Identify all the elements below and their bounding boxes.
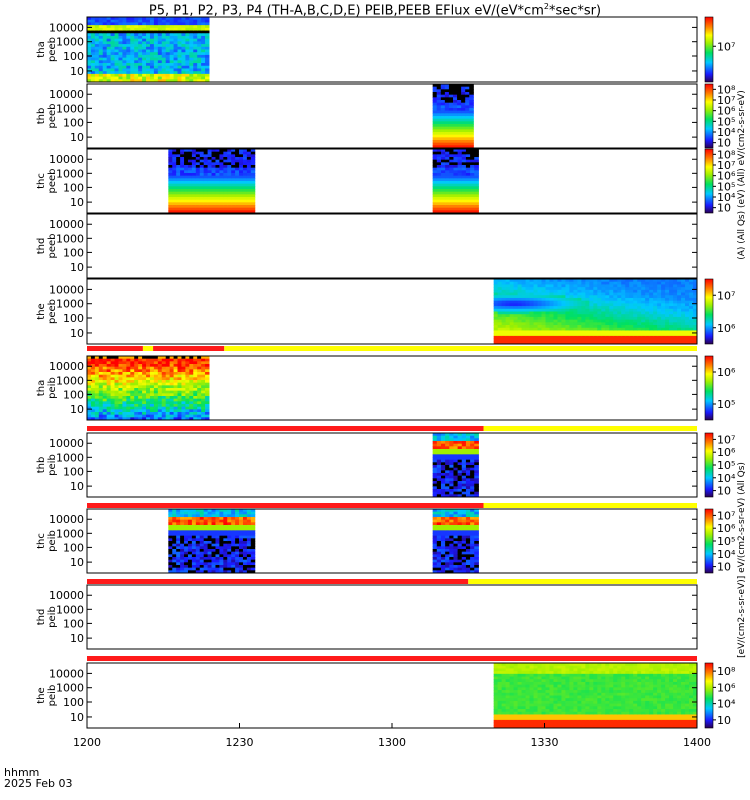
spectrogram-block <box>494 279 698 345</box>
colorbar: 10⁷ 10⁶ <box>705 279 736 344</box>
panel-label: tha <box>36 41 47 57</box>
colorbar-tick-label: 10⁶ <box>717 366 736 379</box>
y-tick-label: 1000 <box>56 167 84 180</box>
colorbar-tick-label: 10⁵ <box>717 398 735 411</box>
panel-frame <box>87 433 697 497</box>
panel-label: the <box>36 303 47 319</box>
panels-layer: 10000100010010tha peeb 10⁷(A) (All Qs) (eV… <box>36 17 747 729</box>
panel-label: peib <box>47 377 58 399</box>
colorbar-tick-label: 10⁷ <box>717 289 735 302</box>
panel-label: peeb <box>47 104 58 129</box>
colorbar-tick-label: 10⁳ <box>717 202 731 215</box>
colorbar: 10⁸10⁷10⁶10⁵10⁴10⁳ <box>705 83 736 149</box>
flag-segment <box>87 426 484 431</box>
colorbar-tick-label: 10⁶ <box>717 322 736 335</box>
panel-label: peeb <box>47 234 58 259</box>
y-tick-label: 10000 <box>49 153 84 166</box>
panel-label: thb <box>36 457 47 474</box>
y-tick-label: 10000 <box>49 437 84 450</box>
spectrogram-block <box>433 433 479 498</box>
colorbar-strip <box>705 84 713 148</box>
y-tick-label: 10000 <box>49 218 84 231</box>
panel-label: thc <box>36 173 47 189</box>
colorbar-strip <box>705 433 713 497</box>
y-tick-label: 10 <box>70 327 84 340</box>
y-tick-label: 10 <box>70 261 84 274</box>
spectrogram-block <box>168 509 255 574</box>
spectrogram-stack: 10000100010010tha peeb 10⁷(A) (All Qs) (eV… <box>0 0 750 800</box>
panel-tha-peeb: 10000100010010tha peeb 10⁷(A) (All Qs) (eV… <box>36 17 747 260</box>
panel-the-peeb: 10000 1000100 10 the peeb 10⁷ 10⁶ <box>36 279 736 351</box>
y-tick-label: 10 <box>70 480 84 493</box>
colorbar: 10⁷10⁶10⁵10⁴10⁳ <box>705 433 736 498</box>
panel-label: peeb <box>47 37 58 62</box>
colorbar-tick-label: 10⁵ <box>717 459 735 472</box>
y-tick-label: 1000 <box>56 36 84 49</box>
spectrogram-block <box>433 149 479 214</box>
panel-label: thd <box>36 238 47 255</box>
spectrogram-block <box>168 149 255 214</box>
colorbar-strip <box>705 279 713 344</box>
y-tick-label: 10 <box>70 131 84 144</box>
y-tick-label: 100 <box>63 388 84 401</box>
colorbar-tick-label: 10⁷ <box>717 40 735 53</box>
flag-bar <box>87 503 697 508</box>
panel-label: peeb <box>47 169 58 194</box>
colorbar-strip <box>705 149 713 213</box>
colorbar-tick-label: 10⁷ <box>717 433 735 446</box>
y-tick-label: 10000 <box>49 283 84 296</box>
y-tick-label: 100 <box>63 465 84 478</box>
panel-frame <box>87 84 697 148</box>
panel-label: thb <box>36 108 47 125</box>
y-tick-label: 10000 <box>49 88 84 101</box>
y-tick-label: 100 <box>63 246 84 259</box>
flag-segment <box>484 426 698 431</box>
panel-frame <box>87 214 697 278</box>
spectrogram-block <box>87 356 210 421</box>
y-tick-label: 1000 <box>56 451 84 464</box>
y-tick-label: 100 <box>63 116 84 129</box>
panel-label: peeb <box>47 299 58 324</box>
colorbar-tick-label: 10⁴ <box>717 472 736 485</box>
y-tick-label: 10 <box>70 403 84 416</box>
flag-bar <box>87 346 697 351</box>
flag-segment <box>484 503 698 508</box>
spectrogram-block <box>433 509 479 574</box>
y-tick-label: 100 <box>63 312 84 325</box>
colorbar-tick-label: 10⁳ <box>717 485 731 498</box>
y-tick-label: 10 <box>70 65 84 78</box>
y-tick-label: 100 <box>63 50 84 63</box>
y-tick-label: 100 <box>63 181 84 194</box>
panel-thc-peeb: 100001000100 10 thc peeb 10⁸10⁷10⁶10⁵10⁴10⁳ <box>36 148 736 214</box>
panel-thb-peeb: 100001000100 10 thb peeb 10⁸10⁷10⁶10⁵10⁴10⁳ <box>36 83 736 149</box>
y-tick-label: 10 <box>70 196 84 209</box>
panel-thb-peib: 100001000100 10 thb peib 10⁷10⁶10⁵10⁴10⁳ <box>36 433 736 508</box>
flag-segment <box>87 346 143 351</box>
flag-bar <box>87 426 697 431</box>
panel-thc-peib: 10000100010010thc peib10⁷10⁶10⁵10⁴10⁳ <box>36 509 736 584</box>
y-tick-label: 1000 <box>56 374 84 387</box>
panel-label: tha <box>36 380 47 396</box>
colorbar-unit: (A) (All Qs) (eV) (All) eV/(cm2-s-sr-eV) <box>737 90 747 259</box>
panel-tha-peib: 100001000100 10 tha peib 10⁶ 10⁵ <box>36 356 736 431</box>
panel-label: peib <box>47 454 58 476</box>
y-tick-label: 1000 <box>56 102 84 115</box>
flag-segment <box>224 346 697 351</box>
spectrogram-block <box>433 84 474 149</box>
colorbar: 10⁸10⁷10⁶10⁵10⁴10⁳ <box>705 148 736 214</box>
colorbar-tick-label: 10⁶ <box>717 446 736 459</box>
y-tick-label: 1000 <box>56 298 84 311</box>
panel-thd-peeb: 100001000100 10 thd peeb <box>36 214 697 278</box>
colorbar: 10⁶ 10⁵ <box>705 356 736 420</box>
colorbar-strip <box>705 17 713 82</box>
colorbar-strip <box>705 356 713 420</box>
spectrogram-block <box>87 17 210 83</box>
y-tick-label: 10000 <box>49 21 84 34</box>
y-tick-label: 10000 <box>49 360 84 373</box>
flag-segment <box>143 346 153 351</box>
y-tick-label: 1000 <box>56 232 84 245</box>
flag-segment <box>153 346 224 351</box>
flag-segment <box>87 503 484 508</box>
